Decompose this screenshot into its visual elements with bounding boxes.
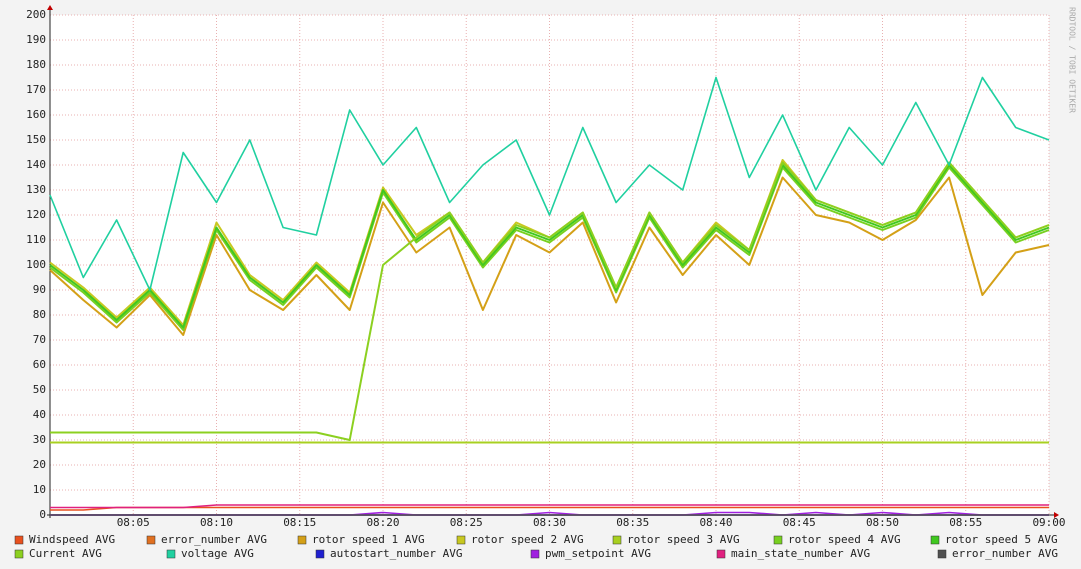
legend-swatch [716,549,726,559]
x-tick-label: 08:25 [450,516,483,529]
x-axis-arrow [1054,512,1059,518]
legend-label: pwm_setpoint AVG [545,547,651,560]
x-tick-label: 08:50 [866,516,899,529]
x-tick-label: 08:30 [533,516,566,529]
y-tick-label: 160 [26,108,46,121]
legend-label: Current AVG [29,547,102,560]
y-tick-label: 60 [33,358,46,371]
y-tick-label: 150 [26,133,46,146]
x-tick-label: 08:10 [200,516,233,529]
legend-swatch [530,549,540,559]
legend-swatch [14,549,24,559]
legend-label: rotor speed 2 AVG [471,533,584,546]
legend-swatch [315,549,325,559]
y-tick-label: 200 [26,8,46,21]
legend-label: autostart_number AVG [330,547,462,560]
legend-label: error_number AVG [161,533,267,546]
series-line [49,76,1050,291]
y-tick-label: 130 [26,183,46,196]
legend-label: rotor speed 3 AVG [627,533,740,546]
series-line [50,506,1049,511]
legend-label: rotor speed 4 AVG [788,533,901,546]
y-tick-label: 30 [33,433,46,446]
legend-label: rotor speed 1 AVG [312,533,425,546]
y-tick-label: 20 [33,458,46,471]
y-tick-label: 190 [26,33,46,46]
x-tick-label: 09:00 [1032,516,1065,529]
legend-label: voltage AVG [181,547,254,560]
legend-swatch [146,535,156,545]
y-tick-label: 90 [33,283,46,296]
legend-swatch [14,535,24,545]
y-axis-arrow [47,5,53,10]
y-tick-label: 110 [26,233,46,246]
series-line [50,504,1049,509]
series-line [49,164,1050,329]
x-tick-label: 08:35 [616,516,649,529]
legend-label: Windspeed AVG [29,533,115,546]
y-tick-label: 50 [33,383,46,396]
y-tick-label: 100 [26,258,46,271]
x-tick-label: 08:40 [699,516,732,529]
legend-label: rotor speed 5 AVG [945,533,1058,546]
y-tick-label: 0 [39,508,46,521]
y-tick-label: 80 [33,308,46,321]
x-tick-label: 08:55 [949,516,982,529]
y-tick-label: 140 [26,158,46,171]
x-tick-label: 08:45 [783,516,816,529]
x-tick-label: 08:15 [283,516,316,529]
y-tick-label: 70 [33,333,46,346]
y-tick-label: 40 [33,408,46,421]
y-tick-label: 10 [33,483,46,496]
series-line [50,161,1050,441]
x-tick-label: 08:20 [366,516,399,529]
y-tick-label: 120 [26,208,46,221]
legend-swatch [773,535,783,545]
legend-swatch [930,535,940,545]
legend-swatch [166,549,176,559]
y-tick-label: 170 [26,83,46,96]
watermark: RRDTOOL / TOBI OETIKER [1068,7,1077,113]
legend-label: main_state_number AVG [731,547,870,560]
y-tick-label: 180 [26,58,46,71]
legend-swatch [456,535,466,545]
legend-swatch [297,535,307,545]
legend-swatch [612,535,622,545]
series-line [49,176,1050,336]
legend-label: error_number AVG [952,547,1058,560]
x-tick-label: 08:05 [117,516,150,529]
legend-swatch [937,549,947,559]
